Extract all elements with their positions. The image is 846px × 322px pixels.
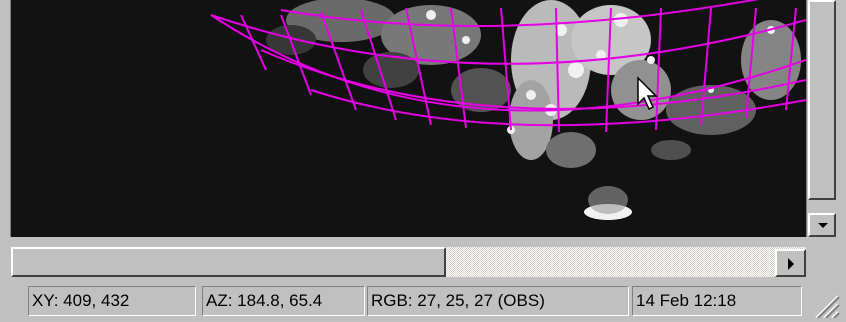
status-bar: XY: 409, 432 AZ: 184.8, 65.4 RGB: 27, 25… [0,283,846,322]
scroll-right-button[interactable] [775,249,806,277]
image-viewport[interactable] [0,0,806,237]
mouse-pointer-icon [637,76,658,111]
all-sky-camera-image[interactable] [11,0,806,237]
status-xy-coordinates: XY: 409, 432 [28,286,196,316]
altaz-grid-overlay [210,0,806,133]
viewport-edge [0,0,11,237]
arrow-right-icon [788,258,794,270]
resize-grip-icon[interactable] [812,292,840,318]
horizontal-scroll-thumb[interactable] [11,247,446,277]
vertical-scroll-thumb[interactable] [808,0,836,200]
scroll-down-button[interactable] [808,213,836,237]
horizontal-scrollbar[interactable] [11,247,806,277]
arrow-down-icon [818,223,828,228]
status-rgb-value: RGB: 27, 25, 27 (OBS) [367,286,629,316]
status-datetime: 14 Feb 12:18 [632,286,802,316]
status-azimuth-altitude: AZ: 184.8, 65.4 [202,286,365,316]
vertical-scrollbar[interactable] [806,0,837,237]
